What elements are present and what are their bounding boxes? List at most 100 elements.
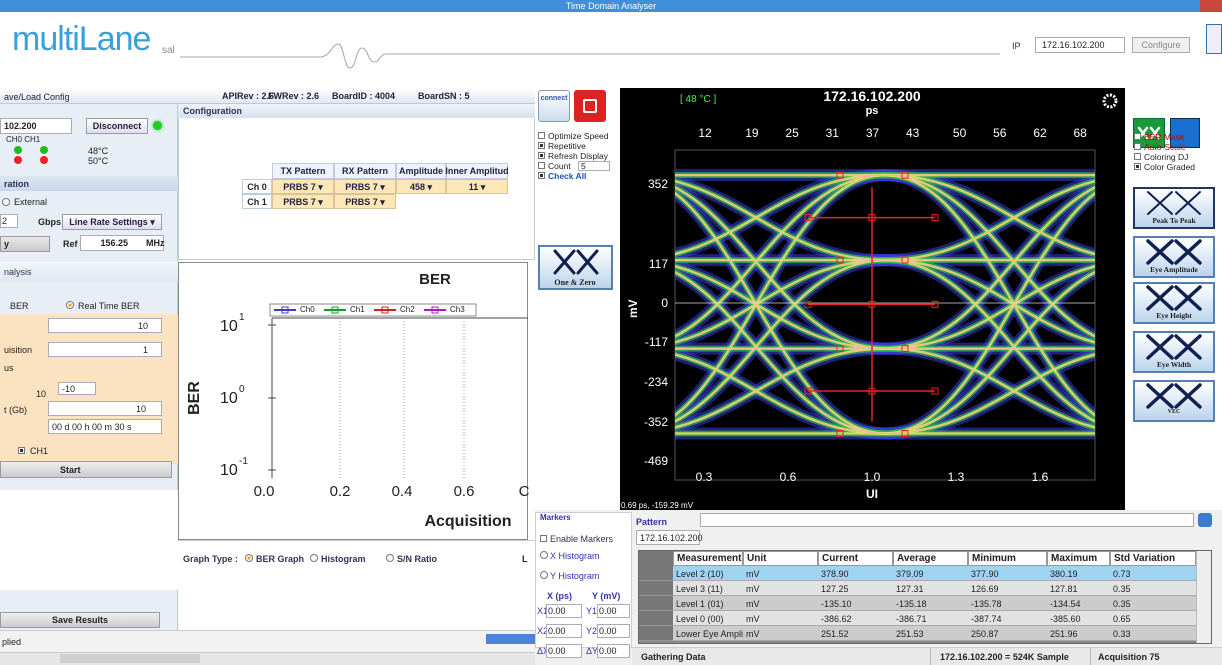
row-selector[interactable] <box>639 566 673 581</box>
exponent-field[interactable] <box>58 382 96 395</box>
checkbox[interactable] <box>538 162 545 169</box>
checkbox[interactable] <box>538 132 545 139</box>
field[interactable] <box>48 401 162 416</box>
line-rate-button[interactable] <box>62 214 162 230</box>
ip-field-value: 102.200 <box>4 121 37 131</box>
option-label[interactable]: Count <box>548 161 571 171</box>
eye-trace <box>884 192 1095 434</box>
measure-label[interactable]: Peak To Peak <box>1152 216 1196 225</box>
ip-input[interactable] <box>1035 37 1125 53</box>
table-cell <box>1047 596 1110 611</box>
checkbox[interactable] <box>1134 153 1141 160</box>
check-mark <box>540 174 543 177</box>
radio[interactable] <box>245 554 253 562</box>
table-cell[interactable] <box>396 179 446 194</box>
measure-button[interactable] <box>1133 331 1215 373</box>
marker-field[interactable] <box>597 644 630 658</box>
measure-button[interactable] <box>1133 236 1215 278</box>
option-label[interactable]: Repetitive <box>548 141 586 151</box>
maximize-button[interactable] <box>1176 0 1198 12</box>
ber-option: BER <box>10 301 29 311</box>
graph-type-option[interactable]: S/N Ratio <box>397 554 438 564</box>
radio[interactable] <box>540 551 548 559</box>
progress-bar <box>486 634 535 644</box>
one-zero-button[interactable] <box>538 245 613 290</box>
close-button[interactable] <box>1200 0 1222 12</box>
row-selector[interactable] <box>639 581 673 596</box>
eye-trace <box>675 348 886 428</box>
disconnect-button[interactable] <box>86 118 148 134</box>
ref-field[interactable] <box>80 235 164 251</box>
start-button[interactable] <box>0 461 172 478</box>
radio[interactable] <box>386 554 394 562</box>
row-selector[interactable] <box>639 596 673 611</box>
marker-field[interactable] <box>546 644 582 658</box>
table-cell <box>673 581 743 596</box>
marker-value: 0.00 <box>599 626 617 636</box>
measure-label[interactable]: Eye Width <box>1156 360 1192 369</box>
table-cell[interactable] <box>446 179 508 194</box>
option-label[interactable]: Optimize Speed <box>548 131 609 141</box>
field[interactable] <box>48 342 162 357</box>
radio[interactable] <box>540 571 548 579</box>
row-selector[interactable] <box>639 626 673 641</box>
checkbox[interactable] <box>540 535 547 542</box>
radio[interactable] <box>2 198 10 206</box>
graph-type-option[interactable]: BER Graph <box>256 554 305 564</box>
marker-field[interactable] <box>546 624 582 638</box>
table-cell[interactable] <box>334 194 396 209</box>
x-histogram[interactable]: X Histogram <box>550 551 600 561</box>
configure-button[interactable] <box>1132 37 1190 53</box>
graph-type-option[interactable]: Histogram <box>321 554 366 564</box>
save-button[interactable] <box>0 612 160 628</box>
connect-button[interactable] <box>538 90 570 122</box>
marker-field[interactable] <box>546 604 582 618</box>
radio[interactable] <box>66 301 74 309</box>
table-cell[interactable] <box>334 179 396 194</box>
tab-label[interactable]: 172.16.102.200 <box>640 533 703 543</box>
table-cell <box>1110 611 1196 626</box>
right-option[interactable]: BER Mask <box>1144 132 1185 142</box>
count-field[interactable] <box>578 161 610 171</box>
measure-button[interactable] <box>1133 187 1215 229</box>
table-cell <box>818 566 893 581</box>
table-cell[interactable] <box>272 179 334 194</box>
apply-button[interactable] <box>0 236 50 252</box>
radio[interactable] <box>310 554 318 562</box>
measure-button[interactable] <box>1133 380 1215 422</box>
measure-button[interactable] <box>1133 282 1215 324</box>
ip-value: 172.16.102.200 <box>1042 40 1105 50</box>
field[interactable] <box>48 318 162 333</box>
refresh-button[interactable] <box>1198 513 1212 527</box>
option-label[interactable]: Check All <box>548 171 587 181</box>
table-scrollbar[interactable] <box>1196 551 1211 643</box>
table-cell-value: 379.09 <box>896 569 924 579</box>
y-histogram[interactable]: Y Histogram <box>550 571 600 581</box>
rate-spinner[interactable] <box>0 214 18 228</box>
y-tick-label: -469 <box>643 454 668 469</box>
marker-field[interactable] <box>597 624 630 638</box>
right-option[interactable]: Auto-Scale <box>1144 142 1186 152</box>
marker-field[interactable] <box>597 604 630 618</box>
measure-label[interactable]: Eye Height <box>1156 311 1192 320</box>
stop-button[interactable] <box>574 90 606 122</box>
pattern-field[interactable] <box>700 513 1194 527</box>
enable-markers[interactable]: Enable Markers <box>550 534 614 544</box>
row-selector[interactable] <box>639 611 673 626</box>
eye-traces <box>675 169 1095 440</box>
pulse-icon[interactable] <box>1170 118 1200 148</box>
scroll-thumb[interactable] <box>60 654 200 663</box>
checkbox[interactable] <box>1134 143 1141 150</box>
duration-field[interactable] <box>48 419 162 434</box>
table-cell[interactable] <box>272 194 334 209</box>
tab[interactable] <box>636 530 700 545</box>
ip-field[interactable] <box>0 118 72 134</box>
measure-label[interactable]: VEC <box>1167 409 1181 415</box>
checkbox[interactable] <box>1134 133 1141 140</box>
option-label[interactable]: Refresh Display <box>548 151 608 161</box>
measure-label[interactable]: Eye Amplitude <box>1150 265 1198 274</box>
table-header-cell <box>1047 551 1110 566</box>
right-option[interactable]: Coloring DJ <box>1144 152 1189 162</box>
layout-icon[interactable] <box>1206 24 1222 54</box>
right-option[interactable]: Color Graded <box>1144 162 1196 172</box>
